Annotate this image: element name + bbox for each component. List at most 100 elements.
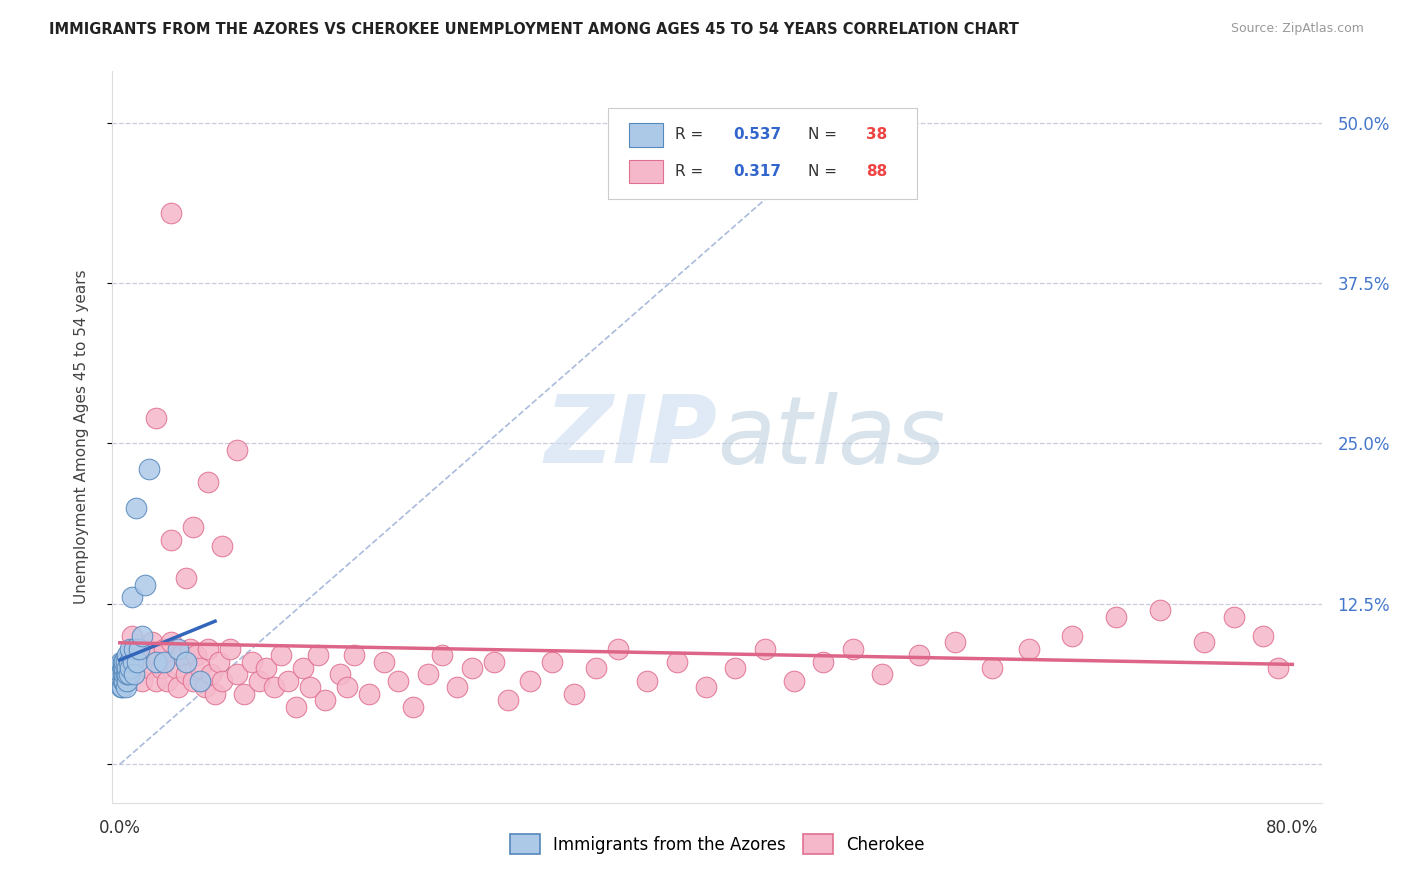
Point bbox=[336, 681, 359, 695]
Point bbox=[114, 655, 136, 669]
Point bbox=[110, 681, 132, 695]
Legend: Immigrants from the Azores, Cherokee: Immigrants from the Azores, Cherokee bbox=[503, 828, 931, 860]
Point bbox=[114, 667, 136, 681]
Point bbox=[115, 673, 138, 688]
Point bbox=[482, 655, 505, 669]
Text: Source: ZipAtlas.com: Source: ZipAtlas.com bbox=[1230, 22, 1364, 36]
Point bbox=[585, 661, 607, 675]
Point bbox=[111, 655, 134, 669]
Point bbox=[841, 641, 863, 656]
Point bbox=[194, 681, 217, 695]
Point bbox=[124, 667, 146, 681]
Text: 0.537: 0.537 bbox=[733, 128, 780, 143]
Point bbox=[190, 673, 212, 688]
Point bbox=[402, 699, 425, 714]
Point bbox=[254, 661, 277, 675]
Point bbox=[1105, 609, 1128, 624]
Point bbox=[190, 661, 212, 675]
Point bbox=[270, 648, 292, 663]
Point bbox=[233, 687, 256, 701]
Point bbox=[329, 667, 352, 681]
Point bbox=[387, 673, 409, 688]
Point bbox=[226, 667, 249, 681]
Point bbox=[519, 673, 541, 688]
Point bbox=[907, 648, 929, 663]
Point bbox=[111, 661, 134, 675]
Point bbox=[160, 635, 183, 649]
Point bbox=[724, 661, 747, 675]
Point bbox=[115, 655, 138, 669]
Point bbox=[112, 667, 135, 681]
Point bbox=[152, 641, 174, 656]
Point bbox=[197, 641, 219, 656]
Point bbox=[114, 681, 136, 695]
Point bbox=[160, 533, 183, 547]
Point bbox=[695, 681, 717, 695]
Point bbox=[218, 641, 240, 656]
Point bbox=[152, 655, 174, 669]
Point bbox=[432, 648, 454, 663]
Point bbox=[263, 681, 285, 695]
Text: R =: R = bbox=[675, 128, 707, 143]
Point bbox=[357, 687, 380, 701]
Point bbox=[124, 641, 146, 656]
Point bbox=[1267, 661, 1289, 675]
Text: 88: 88 bbox=[866, 164, 887, 179]
Point bbox=[120, 641, 142, 656]
Point bbox=[170, 648, 193, 663]
Point bbox=[1251, 629, 1274, 643]
Point bbox=[115, 648, 138, 663]
Point bbox=[284, 699, 307, 714]
Point bbox=[943, 635, 966, 649]
Point bbox=[117, 655, 139, 669]
Point bbox=[211, 539, 233, 553]
Point bbox=[112, 655, 135, 669]
Point bbox=[446, 681, 468, 695]
Point bbox=[165, 661, 187, 675]
Point bbox=[541, 655, 564, 669]
Point bbox=[211, 673, 233, 688]
Point bbox=[299, 681, 322, 695]
Point bbox=[145, 673, 167, 688]
Y-axis label: Unemployment Among Ages 45 to 54 years: Unemployment Among Ages 45 to 54 years bbox=[75, 269, 89, 605]
Point bbox=[665, 655, 688, 669]
Point bbox=[783, 673, 806, 688]
Point bbox=[870, 667, 893, 681]
Point bbox=[343, 648, 366, 663]
Text: 0.317: 0.317 bbox=[733, 164, 780, 179]
Point bbox=[117, 667, 139, 681]
Point bbox=[121, 629, 143, 643]
Point bbox=[181, 520, 204, 534]
Point bbox=[115, 661, 138, 675]
Point bbox=[179, 641, 201, 656]
Point bbox=[416, 667, 439, 681]
Point bbox=[1222, 609, 1244, 624]
Point bbox=[247, 673, 270, 688]
Point bbox=[141, 635, 163, 649]
Point bbox=[181, 673, 204, 688]
Point bbox=[125, 500, 148, 515]
Point bbox=[121, 591, 143, 605]
Point bbox=[1018, 641, 1040, 656]
Point bbox=[813, 655, 835, 669]
Text: N =: N = bbox=[807, 128, 842, 143]
Point bbox=[145, 655, 167, 669]
Point bbox=[111, 681, 134, 695]
Point bbox=[208, 655, 231, 669]
Point bbox=[120, 661, 142, 675]
Point bbox=[110, 667, 132, 681]
Point bbox=[314, 693, 336, 707]
Point bbox=[200, 667, 222, 681]
Point bbox=[277, 673, 299, 688]
Point bbox=[562, 687, 585, 701]
Point bbox=[174, 655, 197, 669]
Text: IMMIGRANTS FROM THE AZORES VS CHEROKEE UNEMPLOYMENT AMONG AGES 45 TO 54 YEARS CO: IMMIGRANTS FROM THE AZORES VS CHEROKEE U… bbox=[49, 22, 1019, 37]
Point bbox=[111, 667, 134, 681]
Text: ZIP: ZIP bbox=[544, 391, 717, 483]
Point bbox=[607, 641, 630, 656]
Text: R =: R = bbox=[675, 164, 707, 179]
Point bbox=[174, 667, 197, 681]
Point bbox=[149, 661, 172, 675]
Point bbox=[138, 661, 160, 675]
Point bbox=[115, 667, 138, 681]
